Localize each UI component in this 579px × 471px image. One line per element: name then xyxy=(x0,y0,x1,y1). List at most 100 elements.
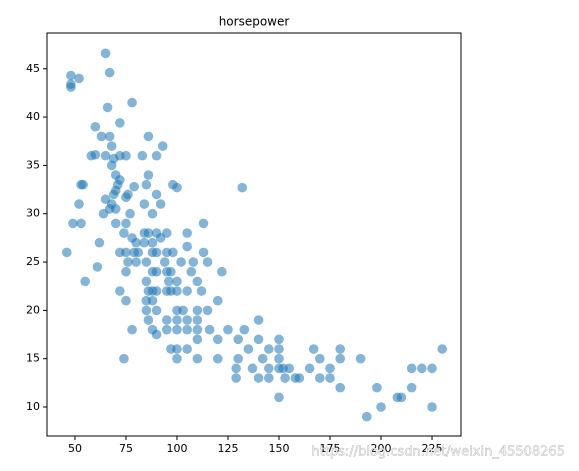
point xyxy=(76,218,86,229)
point xyxy=(115,175,125,185)
point xyxy=(192,324,203,335)
point xyxy=(361,411,372,422)
point xyxy=(115,118,125,128)
point xyxy=(233,334,243,345)
point xyxy=(106,141,117,151)
point xyxy=(133,247,144,258)
watermark: https://blog.csdn.net/weixin_45508265 xyxy=(311,445,565,460)
point xyxy=(104,67,115,78)
point xyxy=(263,363,274,374)
point xyxy=(139,237,150,248)
point xyxy=(172,324,182,335)
point xyxy=(166,266,176,277)
point xyxy=(263,344,274,354)
point xyxy=(141,305,152,316)
point xyxy=(437,344,448,354)
point xyxy=(94,237,105,248)
x-tick-label: 175 xyxy=(320,442,341,455)
point xyxy=(127,324,137,335)
point xyxy=(66,82,76,92)
point xyxy=(427,402,437,412)
point xyxy=(121,295,131,306)
point xyxy=(335,344,346,354)
x-tick-label: 50 xyxy=(68,442,82,455)
y-tick-label: 10 xyxy=(26,400,40,413)
point xyxy=(123,189,133,200)
point xyxy=(157,141,168,151)
point xyxy=(137,150,148,161)
point xyxy=(253,373,264,383)
point xyxy=(78,179,88,190)
point xyxy=(172,276,182,287)
point xyxy=(304,363,315,374)
point xyxy=(274,344,284,354)
point xyxy=(315,373,325,383)
point xyxy=(280,373,290,383)
point xyxy=(115,286,125,296)
point xyxy=(294,373,305,383)
point xyxy=(61,247,72,258)
y-tick-label: 15 xyxy=(26,352,40,365)
point xyxy=(172,286,182,296)
point xyxy=(141,276,152,287)
point xyxy=(125,208,135,219)
point xyxy=(123,257,133,267)
point xyxy=(147,208,158,219)
point xyxy=(284,363,294,374)
x-tick-label: 125 xyxy=(217,442,238,455)
plot-frame xyxy=(46,32,462,437)
point xyxy=(143,131,154,142)
point xyxy=(172,315,182,325)
point xyxy=(192,276,203,287)
point xyxy=(355,353,366,364)
point xyxy=(143,315,154,325)
point xyxy=(139,199,150,209)
point xyxy=(372,382,382,393)
point xyxy=(182,228,192,238)
point xyxy=(192,315,203,325)
point xyxy=(417,363,427,374)
point xyxy=(188,257,199,267)
point xyxy=(198,218,209,229)
point xyxy=(239,324,250,335)
point xyxy=(80,276,90,287)
point xyxy=(253,334,264,345)
point xyxy=(104,131,115,142)
point xyxy=(129,181,139,192)
point xyxy=(119,353,129,364)
point xyxy=(204,324,215,335)
point xyxy=(231,373,241,383)
point xyxy=(151,305,162,316)
point xyxy=(147,295,158,306)
point xyxy=(212,295,223,306)
point xyxy=(141,257,152,267)
point xyxy=(376,402,386,412)
point xyxy=(335,353,346,364)
x-tick-label: 200 xyxy=(371,442,392,455)
point xyxy=(212,334,223,345)
point xyxy=(151,247,162,258)
y-tick-label: 35 xyxy=(26,158,40,171)
point xyxy=(151,150,162,161)
x-tick-label: 75 xyxy=(119,442,133,455)
point xyxy=(192,353,203,364)
point xyxy=(161,324,172,335)
point xyxy=(243,344,254,354)
point xyxy=(151,286,162,296)
point xyxy=(68,218,78,229)
point xyxy=(90,149,101,160)
x-tick-label: 150 xyxy=(268,442,289,455)
point xyxy=(168,247,178,258)
point xyxy=(182,286,192,296)
point xyxy=(325,363,335,374)
point xyxy=(159,257,170,267)
point xyxy=(237,182,248,193)
y-tick-label: 25 xyxy=(26,255,40,268)
point xyxy=(335,382,346,393)
point xyxy=(151,266,162,277)
point xyxy=(182,324,192,335)
point xyxy=(161,228,172,238)
point xyxy=(90,121,101,132)
point xyxy=(147,237,158,248)
point xyxy=(172,344,182,354)
